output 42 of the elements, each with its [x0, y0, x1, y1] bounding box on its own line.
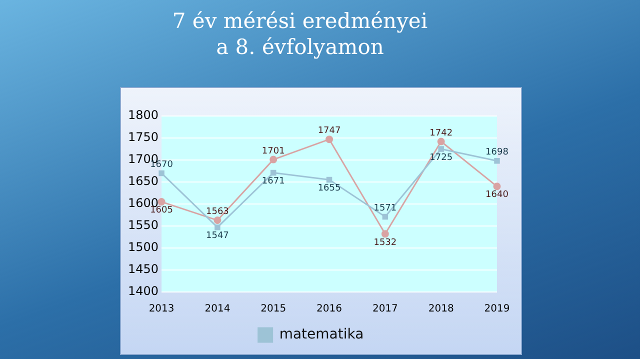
data-label: 1655 [318, 184, 341, 194]
y-tick-label: 1550 [128, 218, 159, 232]
y-tick-label: 1750 [128, 130, 159, 144]
point [214, 224, 220, 230]
x-tick-label: 2016 [316, 304, 342, 315]
data-label: 1605 [150, 206, 173, 216]
x-tick-label: 2014 [204, 304, 230, 315]
point [494, 158, 500, 164]
data-label: 1671 [262, 176, 285, 187]
point [158, 170, 164, 176]
y-tick-label: 1400 [128, 284, 159, 298]
data-label: 1701 [262, 146, 285, 156]
point [270, 170, 276, 176]
x-tick-label: 2015 [260, 304, 286, 315]
y-tick-label: 1500 [128, 240, 159, 254]
point [437, 138, 445, 146]
x-tick-label: 2018 [428, 304, 454, 315]
legend-label: matematika [279, 326, 364, 343]
point [438, 146, 444, 152]
y-tick-label: 1650 [128, 174, 159, 188]
point [381, 230, 389, 238]
data-label: 1640 [486, 190, 509, 200]
x-tick-label: 2017 [372, 304, 398, 315]
data-label: 1747 [318, 126, 341, 136]
y-tick-label: 1450 [128, 262, 159, 276]
x-tick-label: 2019 [484, 304, 510, 315]
data-label: 1698 [486, 148, 509, 158]
data-label: 1571 [374, 204, 397, 214]
data-label: 1547 [206, 231, 229, 242]
data-label: 1725 [430, 152, 453, 163]
chart-title: 7 év mérési eredményei a 8. évfolyamon [171, 8, 429, 60]
data-label: 1563 [206, 207, 229, 218]
point [382, 214, 388, 220]
y-tick-label: 1800 [128, 108, 159, 122]
point [493, 182, 501, 190]
data-label: 1532 [374, 238, 397, 248]
data-label: 1742 [430, 128, 453, 138]
point [326, 176, 332, 183]
point [214, 216, 222, 224]
point [326, 136, 334, 144]
point [270, 156, 278, 164]
x-tick-label: 2013 [148, 304, 174, 315]
